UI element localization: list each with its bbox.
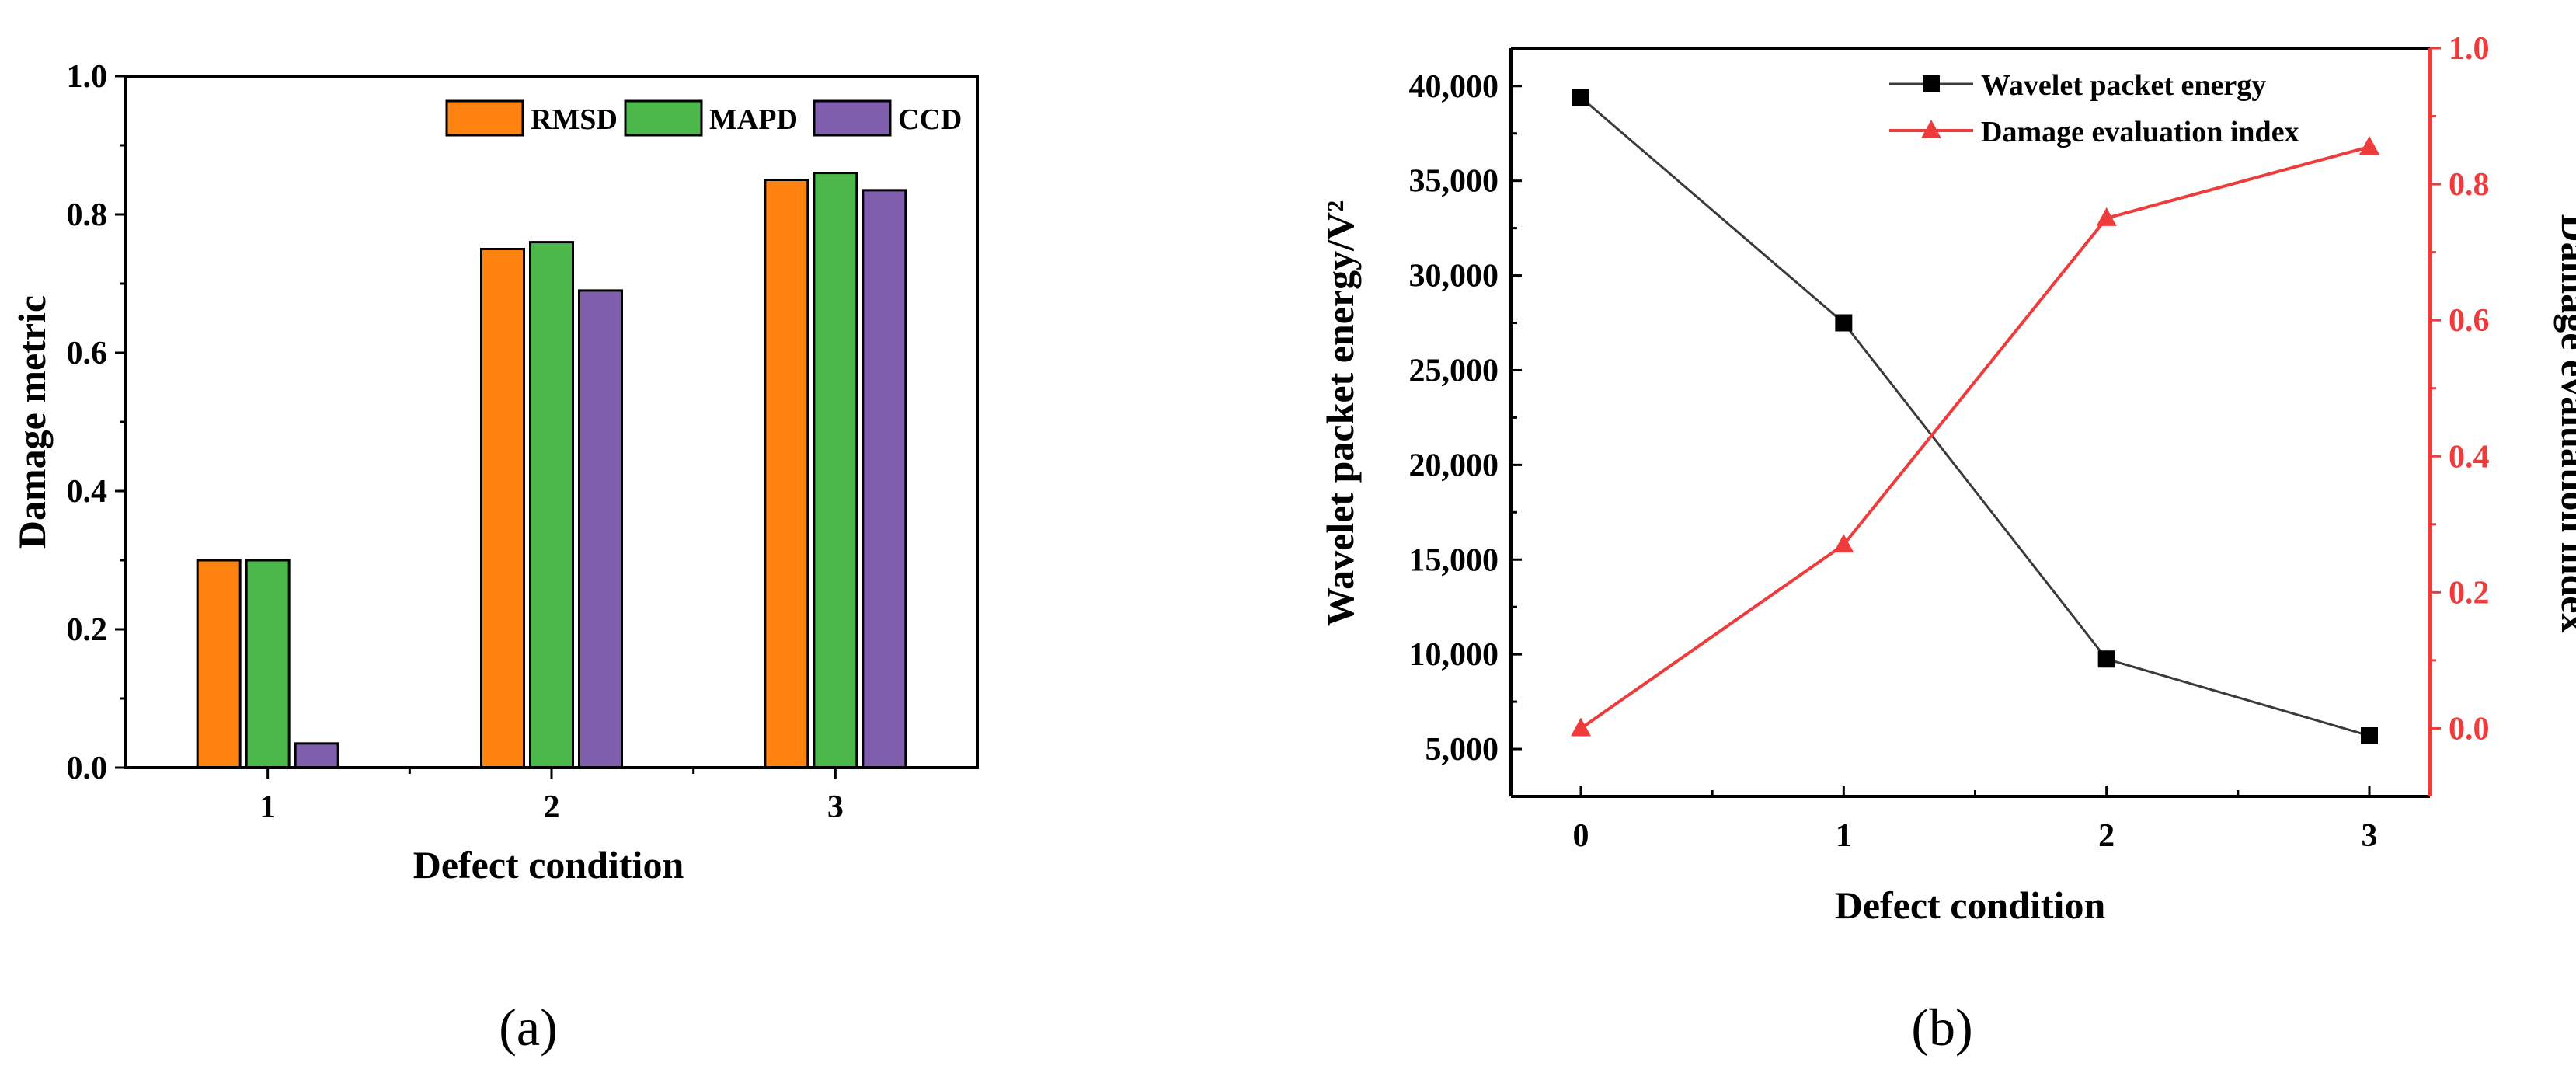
point-energy bbox=[2097, 650, 2115, 668]
y-tick-label: 0.4 bbox=[67, 474, 108, 510]
legend-label-mapd: MAPD bbox=[709, 103, 798, 136]
point-index bbox=[2096, 207, 2117, 226]
y-right-tick-label: 0.0 bbox=[2449, 711, 2490, 747]
bar-mapd-3 bbox=[813, 172, 858, 769]
point-index bbox=[1571, 717, 1591, 737]
y-right-tick-label: 0.4 bbox=[2449, 439, 2490, 475]
y-left-tick-label: 35,000 bbox=[1409, 164, 1499, 200]
legend-swatch-rmsd bbox=[445, 99, 524, 137]
chart-b-xlabel: Defect condition bbox=[1835, 883, 2106, 927]
bar-mapd-2 bbox=[529, 241, 574, 769]
legend-marker-index bbox=[1921, 120, 1941, 138]
y-left-tick-label: 20,000 bbox=[1409, 448, 1499, 483]
y-tick-label: 0.2 bbox=[67, 612, 108, 648]
chart-a-ylabel: Damage metric bbox=[10, 295, 54, 549]
bar-rmsd-1 bbox=[196, 559, 242, 769]
series-line-energy bbox=[1580, 96, 2370, 737]
y-left-tick-label: 10,000 bbox=[1409, 637, 1499, 673]
chart-a-bars bbox=[196, 172, 907, 769]
legend-label-energy: Wavelet packet energy bbox=[1981, 69, 2266, 102]
point-index bbox=[2359, 135, 2379, 155]
y-right-tick-label: 0.8 bbox=[2449, 167, 2490, 203]
chart-b-lines bbox=[1571, 89, 2379, 744]
chart-a: 1 2 3 0.0 0.2 0.4 0.6 0.8 1.0 RMSD MAPD CCD Defect… bbox=[10, 59, 979, 1057]
y-right-tick-label: 1.0 bbox=[2449, 31, 2490, 67]
y-tick-label: 0.6 bbox=[67, 336, 108, 371]
x-tick-label: 2 bbox=[544, 789, 560, 825]
bar-ccd-1 bbox=[294, 742, 339, 769]
bar-ccd-2 bbox=[578, 289, 623, 769]
chart-b-caption: (b) bbox=[1911, 998, 1972, 1057]
chart-b-ylabel-left: Wavelet packet energy/V² bbox=[1318, 200, 1362, 626]
x-tick-label: 3 bbox=[827, 789, 844, 825]
bar-ccd-3 bbox=[862, 189, 907, 769]
legend-label-ccd: CCD bbox=[898, 103, 962, 136]
point-energy bbox=[1835, 314, 1853, 332]
x-tick-label: 2 bbox=[2098, 818, 2115, 854]
y-tick-label: 0.0 bbox=[67, 751, 108, 786]
point-index bbox=[1833, 534, 1854, 553]
chart-b-frame bbox=[1509, 47, 2432, 798]
y-tick-label: 1.0 bbox=[67, 59, 108, 95]
x-tick-label: 1 bbox=[259, 789, 276, 825]
chart-b-ylabel-right: Damage evaluation index bbox=[2553, 214, 2576, 633]
chart-b-legend: Wavelet packet energy Damage evaluation i… bbox=[1889, 69, 2299, 148]
point-energy bbox=[1572, 89, 1589, 106]
bar-rmsd-3 bbox=[764, 179, 809, 769]
x-tick-label: 3 bbox=[2362, 818, 2378, 854]
y-left-tick-label: 25,000 bbox=[1409, 353, 1499, 388]
series-line-index bbox=[1579, 145, 2370, 730]
chart-a-caption: (a) bbox=[499, 998, 557, 1057]
y-left-tick-label: 15,000 bbox=[1409, 542, 1499, 578]
bar-mapd-1 bbox=[245, 559, 291, 769]
chart-a-xlabel: Defect condition bbox=[413, 843, 684, 887]
legend-swatch-ccd bbox=[813, 99, 892, 137]
legend-label-rmsd: RMSD bbox=[531, 103, 618, 136]
y-right-tick-label: 0.2 bbox=[2449, 575, 2490, 611]
x-tick-label: 0 bbox=[1573, 818, 1589, 854]
legend-label-index: Damage evaluation index bbox=[1981, 116, 2299, 148]
y-left-tick-label: 40,000 bbox=[1409, 69, 1499, 105]
y-tick-label: 0.8 bbox=[67, 197, 108, 233]
y-left-tick-label: 30,000 bbox=[1409, 259, 1499, 294]
y-right-tick-label: 0.6 bbox=[2449, 303, 2490, 339]
chart-a-legend: RMSD MAPD CCD bbox=[445, 99, 962, 137]
chart-a-ticks: 1 2 3 0.0 0.2 0.4 0.6 0.8 1.0 bbox=[67, 59, 844, 825]
bar-rmsd-2 bbox=[480, 248, 525, 769]
legend-marker-energy bbox=[1923, 75, 1940, 92]
point-energy bbox=[2361, 726, 2378, 744]
y-left-tick-label: 5,000 bbox=[1426, 732, 1499, 768]
chart-b: 0 1 2 35,00010,00015,00020,00025,00030,0003… bbox=[1318, 31, 2576, 1057]
chart-b-ticks: 0 1 2 35,00010,00015,00020,00025,00030,0003… bbox=[1409, 31, 2490, 854]
x-tick-label: 1 bbox=[1836, 818, 1852, 854]
legend-swatch-mapd bbox=[624, 99, 703, 137]
